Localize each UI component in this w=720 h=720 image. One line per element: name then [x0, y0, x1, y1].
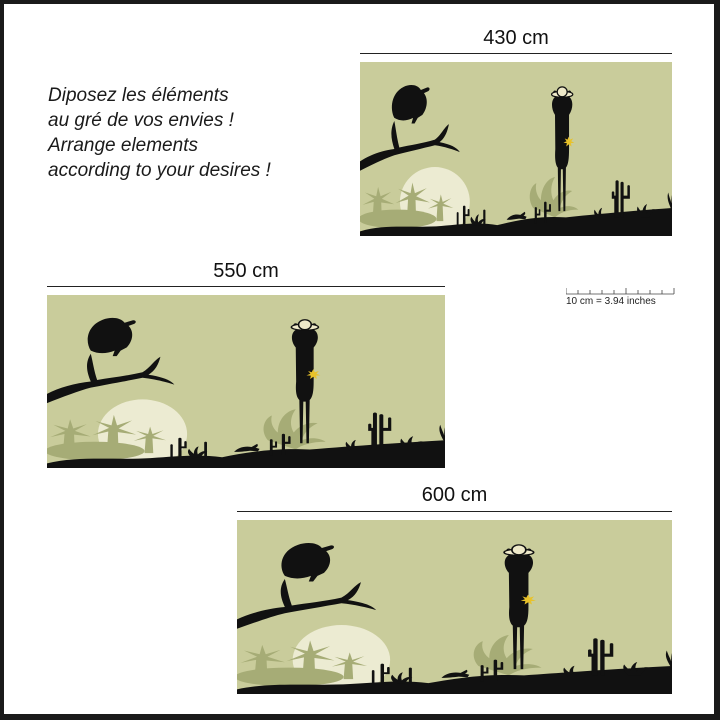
- intro-text: Diposez les éléments au gré de vos envie…: [48, 83, 271, 183]
- panel-600-width-label: 600 cm: [421, 484, 488, 506]
- giraffe: [550, 86, 575, 212]
- cactus-group: [456, 180, 630, 226]
- intro-line-fr-1: Diposez les éléments: [48, 85, 229, 106]
- ground-and-plants: [47, 424, 445, 468]
- cactus-group: [371, 638, 614, 684]
- wall-mural-preview-600: [237, 520, 672, 694]
- intro-line-fr-2: au gré de vos envies !: [48, 110, 234, 131]
- product-frame: Diposez les éléments au gré de vos envie…: [4, 4, 714, 714]
- panel-430-width-label: 430 cm: [483, 27, 549, 49]
- wall-mural-preview-550: [47, 295, 445, 468]
- branch-with-vulture: [360, 84, 460, 171]
- distant-palm-trees: [47, 409, 326, 461]
- cactus-group: [170, 412, 392, 458]
- scale-label: 10 cm = 3.94 inches: [566, 296, 656, 307]
- savanna-scene-430: [360, 84, 672, 236]
- branch-with-vulture: [237, 542, 377, 629]
- savanna-scene-600: [237, 542, 672, 694]
- panel-550-width-label: 550 cm: [213, 260, 279, 282]
- panel-550-dimension-line: [47, 286, 445, 287]
- ground-and-plants: [237, 650, 672, 694]
- scale-ruler-ticks: [566, 288, 675, 295]
- branch-with-vulture: [47, 317, 175, 404]
- panel-600-dimension-line: [237, 511, 672, 512]
- wall-mural-preview-430: [360, 62, 672, 236]
- intro-line-en-2: according to your desires !: [48, 160, 271, 181]
- giraffe: [290, 319, 321, 444]
- savanna-scene-550: [47, 317, 445, 468]
- intro-line-en-1: Arrange elements: [48, 135, 198, 156]
- panel-430-dimension-line: [360, 53, 672, 54]
- distant-palm-trees: [360, 176, 579, 229]
- giraffe: [503, 544, 536, 670]
- distant-palm-trees: [237, 634, 542, 687]
- ground-and-plants: [360, 192, 672, 236]
- scale-indicator: 10 cm = 3.94 inches: [566, 287, 678, 307]
